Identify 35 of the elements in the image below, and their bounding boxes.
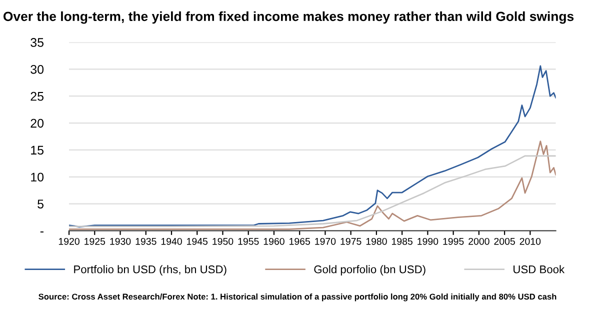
x-tick-label: 1945	[187, 238, 208, 245]
x-tick-label: 1965	[290, 238, 310, 245]
x-tick-label: 1995	[443, 238, 464, 245]
x-tick-label: 1950	[212, 238, 234, 245]
x-tick-label: 1975	[340, 238, 362, 245]
legend-label: Gold porfolio (bn USD)	[314, 265, 426, 276]
x-tick-label: 2005	[494, 238, 515, 245]
x-tick-label: 2010	[520, 238, 541, 245]
y-tick-label: 35	[30, 38, 44, 47]
x-tick-label: 1925	[84, 238, 106, 245]
x-tick-label: 1980	[366, 238, 387, 245]
line-series	[69, 65, 556, 228]
legend-label: Portfolio bn USD (rhs, bn USD)	[74, 265, 226, 276]
line-series	[69, 155, 556, 228]
x-tick-label: 1935	[136, 238, 156, 245]
x-tick-label: 1985	[392, 238, 412, 245]
y-tick-label: 10	[31, 172, 44, 182]
x-tick-label: 1960	[264, 238, 284, 245]
y-tick-label: 20	[30, 118, 44, 128]
x-tick-label: 1970	[315, 238, 336, 245]
x-tick-label: 1955	[238, 238, 259, 245]
x-tick-label: 1930	[110, 238, 131, 245]
y-tick-label: 15	[31, 146, 44, 155]
x-tick-label: 1920	[58, 238, 80, 245]
y-tick-label: 25	[30, 92, 44, 101]
y-tick-label: 5	[38, 200, 44, 208]
legend-label: USD Book	[514, 265, 565, 274]
y-tick-label: -	[40, 231, 44, 232]
x-tick-label: 1940	[161, 238, 182, 245]
chart-title: Over the long-term, the yield from fixed income makes money rather than wild Gold swings	[3, 11, 574, 24]
x-tick-label: 1990	[418, 238, 438, 245]
y-tick-label: 30	[30, 64, 44, 74]
source-note: Source: Cross Asset Research/Forex Note: 1. Historical simulation of a passive portfolio long 20% Gold initially and 80% USD cash	[38, 293, 556, 302]
line-series	[69, 140, 556, 230]
x-tick-label: 2000	[468, 238, 490, 245]
